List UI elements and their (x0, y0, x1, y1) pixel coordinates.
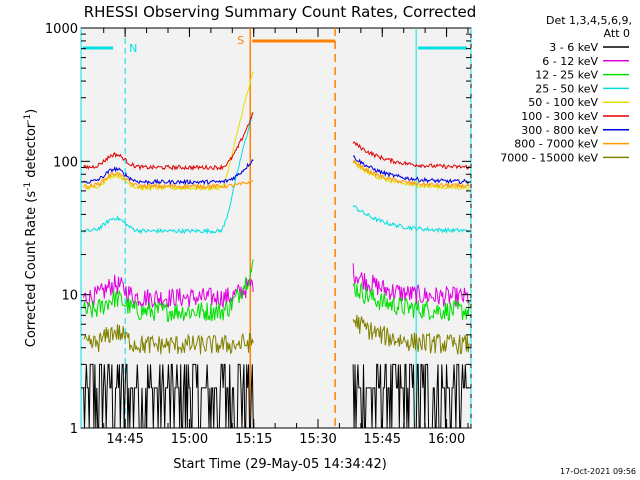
y-tick-label: 1000 (45, 22, 78, 37)
y-axis-label-sup2: -1 (23, 114, 33, 123)
legend-header-2: Att 0 (604, 27, 630, 40)
series-line-pre (83, 171, 254, 191)
series-line-pre (83, 324, 254, 355)
night-label: N (129, 42, 137, 55)
y-axis-label-sup1: -1 (23, 182, 33, 191)
y-axis-label-main: Corrected Count Rate (s (24, 191, 39, 348)
series-line-post (352, 141, 470, 170)
series-line-post (352, 281, 470, 322)
series-line-post (352, 363, 470, 429)
x-tick-label: 15:00 (171, 432, 208, 447)
saa-label: S (237, 34, 244, 47)
plot-area (80, 27, 472, 429)
legend-entry-label: 7000 - 15000 keV (500, 151, 598, 164)
x-tick-label: 14:45 (106, 432, 143, 447)
x-tick-label: 15:45 (364, 432, 401, 447)
series-line-post (352, 263, 470, 307)
legend-header-1: Det 1,3,4,5,6,9, (546, 14, 632, 27)
x-axis-label: Start Time (29-May-05 14:34:42) (173, 457, 387, 472)
legend-entry-label: 12 - 25 keV (535, 69, 598, 82)
series-line-post (352, 159, 470, 190)
y-tick-label: 1 (70, 422, 78, 437)
series-line-pre (83, 259, 254, 323)
x-tick-label: 16:00 (428, 432, 465, 447)
y-axis-label-end: ) (24, 109, 39, 114)
y-axis-label: Corrected Count Rate (s-1 detector-1) (23, 109, 39, 347)
x-tick-label: 15:30 (299, 432, 336, 447)
series-line-post (352, 204, 470, 234)
series-line-post (352, 314, 470, 355)
annotation-layer: NS (80, 28, 472, 428)
legend-entry-label: 50 - 100 keV (528, 96, 598, 109)
x-tick-label: 15:15 (235, 432, 272, 447)
legend-entry-label: 3 - 6 keV (549, 41, 598, 54)
series-line-pre (83, 158, 254, 186)
y-axis-label-mid: detector (24, 122, 39, 182)
footer-timestamp: 17-Oct-2021 09:56 (560, 467, 636, 476)
y-tick-label: 10 (61, 289, 78, 304)
series-layer (83, 71, 470, 429)
series-line-post (352, 155, 470, 185)
legend-entry-label: 800 - 7000 keV (514, 138, 598, 151)
y-tick-label: 100 (53, 155, 78, 170)
legend-entry-label: 100 - 300 keV (521, 110, 598, 123)
legend-entry-label: 25 - 50 keV (535, 82, 598, 95)
series-line-pre (83, 112, 254, 235)
legend-entry-label: 300 - 800 keV (521, 124, 598, 137)
legend-entry-label: 6 - 12 keV (542, 55, 598, 68)
axes-layer: 1 10 100 1000 14:45 15:00 15:15 15:30 15:45 16:00 (45, 22, 471, 447)
series-line-pre (83, 274, 254, 309)
series-line-pre (83, 363, 254, 429)
chart-title: RHESSI Observing Summary Count Rates, Co… (84, 3, 477, 21)
series-line-pre (83, 112, 254, 171)
